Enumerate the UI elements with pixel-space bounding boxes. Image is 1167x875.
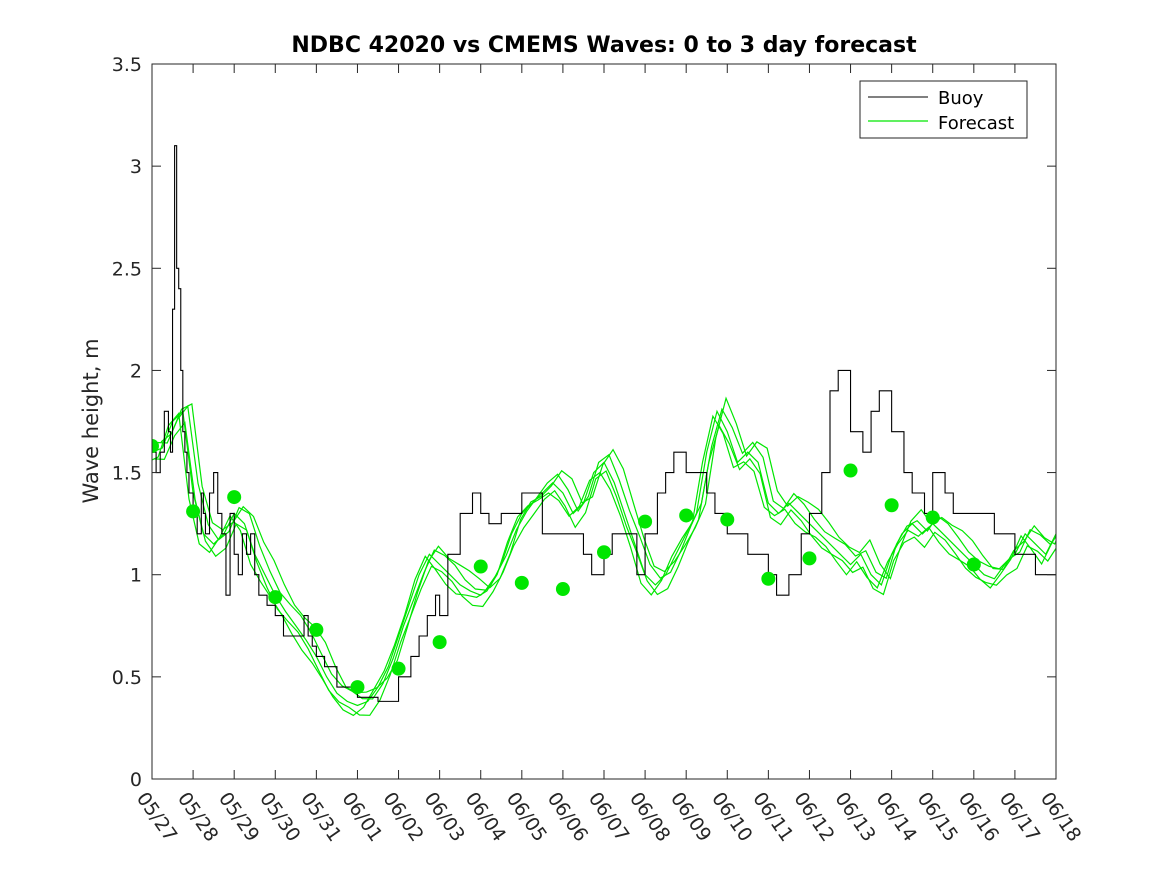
forecast-marker [555,582,570,597]
y-tick-label: 3 [130,156,142,178]
forecast-marker [802,551,817,566]
forecast-marker [473,559,488,574]
y-tick-label: 0 [130,769,142,791]
y-tick-label: 1 [130,565,142,587]
forecast-line-4 [160,396,1056,694]
forecast-marker [186,504,201,519]
y-tick-label: 2 [130,360,142,382]
legend: Buoy Forecast [859,80,1028,139]
y-axis-label: Wave height, m [79,338,103,503]
forecast-marker [925,510,940,525]
forecast-marker [679,508,694,523]
y-tick-label: 2.5 [112,258,142,280]
forecast-marker [514,575,529,590]
legend-forecast-label: Forecast [938,113,1014,134]
forecast-marker [432,635,447,650]
forecast-marker [966,557,981,572]
forecast-marker [152,439,159,454]
forecast-marker [761,571,776,586]
forecast-marker [720,512,735,527]
forecast-marker [597,545,611,560]
y-tick-label: 1.5 [112,463,142,485]
chart-title: NDBC 42020 vs CMEMS Waves: 0 to 3 day fo… [291,33,917,58]
y-tick-label: 3.5 [112,54,142,76]
buoy-line [152,145,1056,702]
forecast-marker [638,514,653,529]
y-tick-label: 0.5 [112,667,142,689]
forecast-marker [350,680,365,695]
legend-buoy-label: Buoy [938,88,984,109]
forecast-marker [309,622,324,637]
forecast-marker [843,463,858,478]
forecast-marker [391,661,406,676]
legend-box [859,80,1028,139]
forecast-marker [227,490,242,505]
forecast-marker [268,590,283,605]
forecast-marker [884,498,899,513]
forecast-line-5 [154,421,1056,716]
plot-area [152,145,1056,717]
